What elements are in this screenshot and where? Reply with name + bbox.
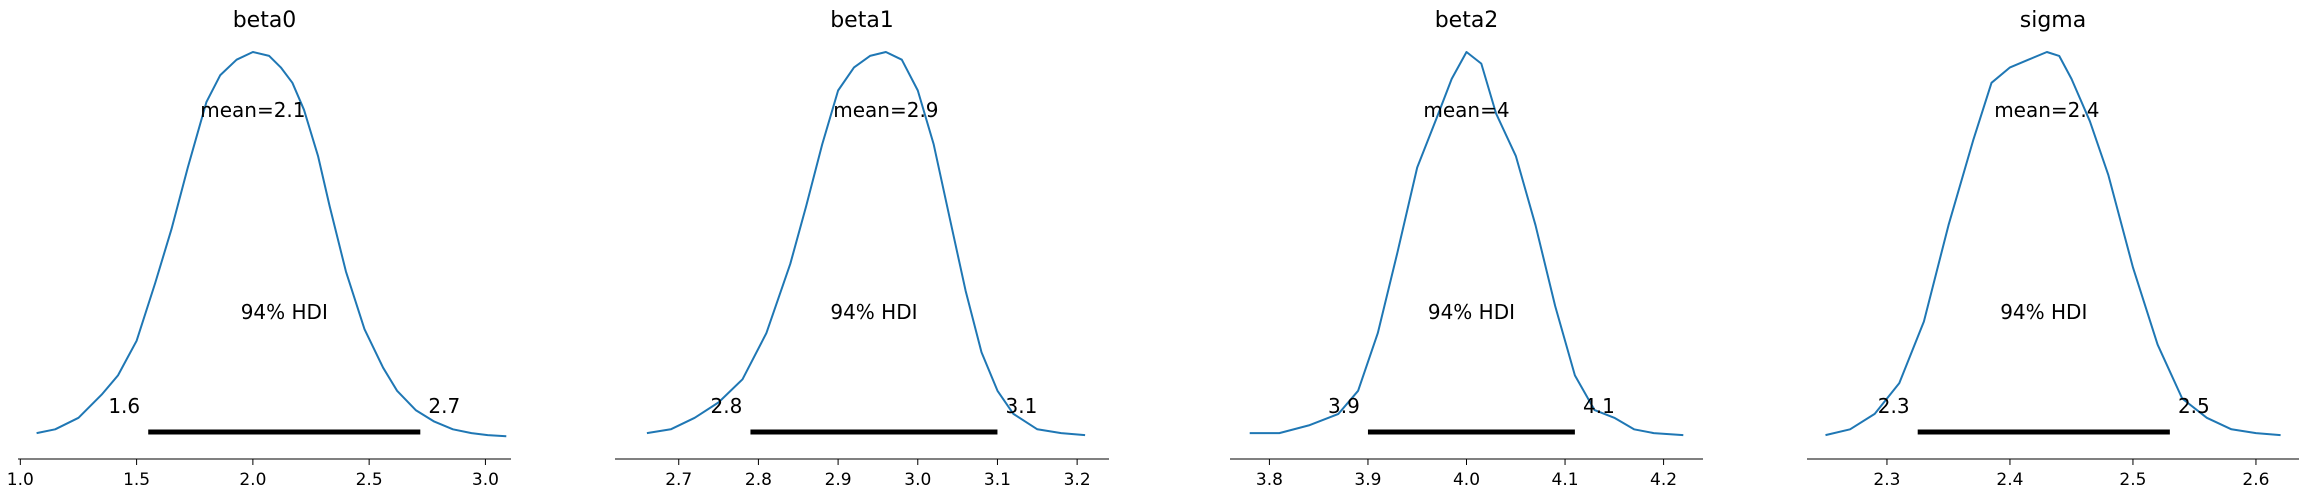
- panel-title: beta2: [1435, 8, 1499, 33]
- x-tick-label: 3.1: [984, 470, 1011, 490]
- x-tick-label: 2.3: [1873, 470, 1900, 490]
- hdi-lower-label: 1.6: [108, 394, 140, 418]
- mean-label: mean=2.4: [1994, 98, 2099, 122]
- x-tick-label: 2.5: [356, 470, 383, 490]
- x-tick-label: 2.9: [825, 470, 852, 490]
- x-tick-label: 2.5: [2119, 470, 2146, 490]
- hdi-upper-label: 2.5: [2178, 394, 2210, 418]
- density-curve: [36, 51, 507, 438]
- panel-title: sigma: [2020, 8, 2086, 33]
- hdi-upper-label: 2.7: [428, 394, 460, 418]
- panel-beta0: beta0 mean=2.1 94% HDI 1.6 2.7 1.0 1.5 2.0 2.5 3.…: [7, 8, 511, 490]
- hdi-lower-label: 3.9: [1328, 394, 1360, 418]
- hdi-label: 94% HDI: [241, 300, 328, 324]
- x-tick-label: 1.5: [123, 470, 150, 490]
- hdi-lower-label: 2.3: [1878, 394, 1910, 418]
- mean-label: mean=4: [1423, 98, 1509, 122]
- x-tick-label: 2.8: [745, 470, 772, 490]
- panel-beta2: beta2 mean=4 94% HDI 3.9 4.1 3.8 3.9 4.0 4.1 4.2: [1230, 8, 1703, 490]
- hdi-lower-label: 2.8: [711, 394, 743, 418]
- x-tick-label: 3.0: [904, 470, 931, 490]
- hdi-upper-label: 3.1: [1006, 394, 1038, 418]
- hdi-label: 94% HDI: [830, 300, 917, 324]
- hdi-label: 94% HDI: [2000, 300, 2087, 324]
- x-tick-label: 4.0: [1453, 470, 1480, 490]
- x-tick-label: 4.2: [1650, 470, 1677, 490]
- density-curve: [1825, 51, 2281, 437]
- x-tick-label: 4.1: [1552, 470, 1579, 490]
- x-tick-label: 2.7: [665, 470, 692, 490]
- x-tick-label: 2.0: [239, 470, 266, 490]
- panel-sigma: sigma mean=2.4 94% HDI 2.3 2.5 2.3 2.4 2.5 2.6: [1807, 8, 2299, 490]
- x-tick-label: 2.6: [2242, 470, 2269, 490]
- panel-title: beta0: [233, 8, 297, 33]
- mean-label: mean=2.9: [833, 98, 938, 122]
- x-tick-label: 3.8: [1256, 470, 1283, 490]
- x-tick-label: 3.2: [1064, 470, 1091, 490]
- density-curve: [646, 51, 1086, 437]
- hdi-label: 94% HDI: [1428, 300, 1515, 324]
- density-curve: [1249, 51, 1684, 437]
- panel-title: beta1: [830, 8, 894, 33]
- x-tick-label: 3.0: [472, 470, 499, 490]
- hdi-upper-label: 4.1: [1583, 394, 1615, 418]
- x-tick-label: 2.4: [1996, 470, 2023, 490]
- x-tick-label: 1.0: [7, 470, 34, 490]
- x-tick-label: 3.9: [1354, 470, 1381, 490]
- panel-beta1: beta1 mean=2.9 94% HDI 2.8 3.1 2.7 2.8 2.9 3.0 3.…: [615, 8, 1109, 490]
- mean-label: mean=2.1: [200, 98, 305, 122]
